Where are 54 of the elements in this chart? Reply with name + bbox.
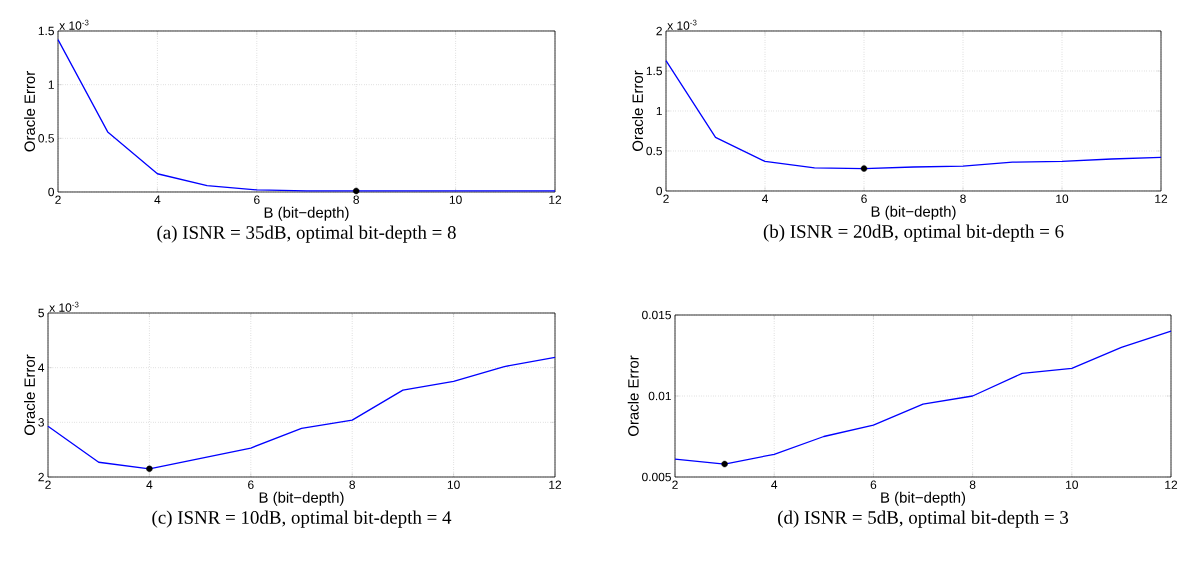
y-tick-label: 2 (38, 472, 44, 482)
y-tick-label: 2 (656, 26, 662, 36)
x-tick-label: 6 (254, 195, 260, 204)
text: (a) ISNR = 35dB, optimal bit-depth = 8 (157, 225, 456, 243)
y-axis-title: Oracle Error (627, 355, 639, 436)
x-tick-label: 8 (353, 195, 359, 204)
x-tick-label: 4 (146, 480, 153, 489)
y-tick-label: 1.5 (38, 26, 54, 36)
x-tick-label: 6 (861, 194, 867, 203)
line-series (665, 59, 1162, 170)
text: x 10$^{-3}$ (59, 19, 89, 30)
x-tick-label: 2 (55, 195, 61, 204)
y-tick-label: 0.5 (38, 134, 54, 143)
y-tick-label: 0.5 (646, 146, 662, 156)
x-tick-label: 10 (449, 195, 462, 204)
text: x 10$^{-3}$ (49, 301, 79, 312)
y-tick-label: 0 (48, 187, 55, 197)
x-tick-label: 4 (761, 194, 768, 203)
y-tick-label: 1 (656, 106, 662, 116)
y-tick-label: 5 (38, 308, 44, 318)
y-tick-label: 0.015 (642, 310, 671, 320)
x-tick-label: 12 (1165, 480, 1178, 489)
x-tick-label: 4 (771, 480, 778, 489)
x-tick-label: 8 (349, 480, 355, 489)
text: (d) ISNR = 5dB, optimal bit-depth = 3 (778, 510, 1069, 528)
y-tick-label: 0 (656, 186, 663, 196)
y-tick-label: 1.5 (646, 66, 662, 76)
y-tick-label: 1 (48, 80, 54, 89)
x-axis-title: B (bit−depth) (259, 491, 344, 506)
y-axis-title: Oracle Error (24, 71, 35, 152)
x-tick-label: 10 (447, 480, 460, 489)
text: x 10$^{-3}$ (667, 19, 697, 30)
y-tick-label: 0.01 (648, 391, 671, 401)
x-tick-label: 10 (1066, 480, 1078, 489)
x-tick-label: 6 (248, 480, 254, 489)
text: (c) ISNR = 10dB, optimal bit-depth = 4 (152, 510, 452, 528)
x-tick-label: 12 (1155, 194, 1168, 203)
text: (b) ISNR = 20dB, optimal bit-depth = 6 (763, 224, 1064, 242)
x-axis-title: B (bit−depth) (881, 491, 966, 506)
x-tick-label: 10 (1056, 194, 1069, 203)
x-axis-title: B (bit−depth) (264, 206, 349, 221)
x-tick-label: 4 (154, 195, 161, 204)
x-tick-label: 8 (969, 480, 976, 489)
y-tick-label: 0.005 (642, 472, 671, 482)
y-axis-title: Oracle Error (24, 354, 35, 435)
x-axis-title: B (bit−depth) (871, 205, 956, 220)
x-tick-label: 12 (549, 195, 562, 204)
x-tick-label: 2 (672, 480, 678, 489)
x-tick-label: 6 (870, 480, 877, 489)
y-tick-label: 4 (38, 363, 45, 372)
x-tick-label: 12 (549, 480, 562, 489)
y-axis-title: Oracle Error (632, 70, 644, 151)
y-tick-label: 3 (38, 418, 44, 427)
x-tick-label: 8 (960, 194, 966, 203)
